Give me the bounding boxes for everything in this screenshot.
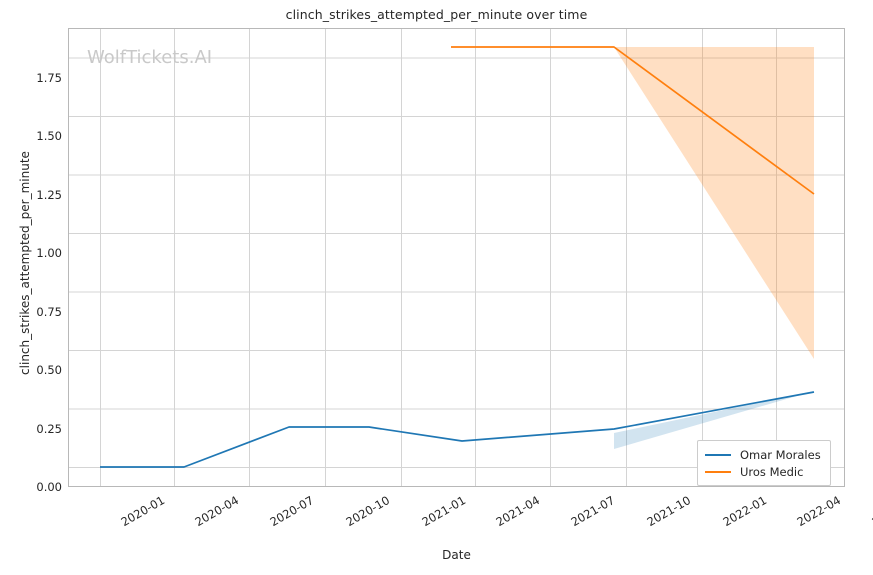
y-tick-label: 1.75 [36, 70, 62, 85]
y-axis-label: clinch_strikes_attempted_per_minute [18, 151, 32, 375]
y-axis-tick-labels: 0.00 0.25 0.50 0.75 1.00 1.25 1.50 1.75 … [0, 28, 62, 495]
x-tick-label: 2020-04 [192, 493, 242, 530]
y-tick-label: 1.00 [36, 246, 62, 260]
omar-morales-line [100, 391, 815, 468]
y-tick-label: 1.50 [36, 129, 62, 143]
x-tick-label: 2022-07 [869, 493, 873, 530]
legend-label: Uros Medic [740, 464, 804, 479]
legend-line-swatch-orange [705, 470, 731, 473]
x-tick-label: 2020-01 [118, 493, 168, 530]
plot-area: WolfTickets.AI [68, 28, 845, 487]
uros-medic-confidence-band [614, 47, 814, 359]
y-tick-label: 0.50 [36, 363, 62, 377]
x-axis-tick-labels: 2020-01 2020-04 2020-07 2020-10 2021-01 … [68, 487, 873, 547]
uros-medic-line [451, 46, 815, 195]
legend-label: Omar Morales [740, 447, 821, 462]
x-tick-label: 2021-10 [644, 493, 694, 530]
x-tick-label: 2021-01 [419, 493, 469, 530]
y-tick-label: 1.25 [36, 187, 62, 202]
legend-line-swatch-blue [705, 453, 731, 456]
y-tick-label: 0.75 [36, 304, 62, 319]
y-tick-label: 0.00 [36, 480, 62, 494]
x-tick-label: 2022-01 [720, 493, 770, 530]
x-axis-label: Date [442, 548, 471, 562]
legend-entry-omar-morales[interactable]: Omar Morales [705, 446, 821, 463]
horizontal-gridlines [69, 57, 844, 468]
vertical-gridlines [100, 29, 777, 486]
x-tick-label: 2021-07 [568, 493, 618, 530]
legend-entry-uros-medic[interactable]: Uros Medic [705, 463, 821, 480]
x-tick-label: 2020-10 [343, 493, 393, 530]
x-tick-label: 2020-07 [267, 493, 317, 530]
chart-title: clinch_strikes_attempted_per_minute over… [285, 7, 588, 22]
y-tick-label: 0.25 [36, 421, 62, 436]
omar-morales-confidence-band [614, 391, 814, 449]
x-tick-label: 2021-04 [493, 493, 543, 530]
x-tick-label: 2022-04 [794, 493, 844, 530]
chart-legend[interactable]: Omar Morales Uros Medic [697, 440, 831, 486]
plot-canvas [69, 29, 844, 486]
